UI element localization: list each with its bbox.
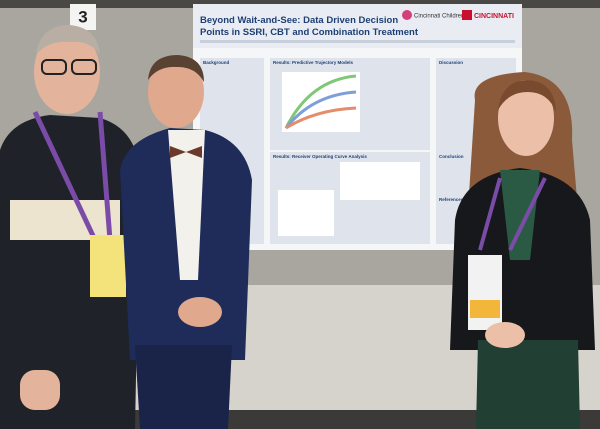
sign-number: 3: [78, 7, 87, 26]
figure-curve: [284, 90, 357, 129]
section-heading: Conclusion: [439, 154, 464, 159]
table-figure: [278, 190, 334, 236]
title-line: Beyond Wait-and-See: Data Driven Decisio…: [200, 15, 398, 26]
logo-icon: [402, 10, 412, 20]
person-middle: [120, 55, 252, 429]
section-heading: Background: [203, 60, 230, 65]
figure-curve: [285, 106, 357, 130]
logo: Cincinnati Children's: [414, 14, 469, 20]
section-heading: Results: Predictive Trajectory Models: [273, 60, 354, 65]
figure-curve: [284, 74, 357, 129]
section-heading: Results: Receiver Operating Curve Analys…: [273, 154, 367, 159]
person-left: [0, 25, 140, 429]
roc-figure: [340, 162, 420, 200]
author-line: [200, 40, 515, 43]
logo: CINCINNATI: [474, 13, 514, 20]
logo-icon: [462, 10, 472, 20]
title-line: Points in SSRI, CBT and Combination Trea…: [200, 27, 419, 38]
section-heading: References: [439, 197, 464, 202]
poster-title-line: Beyond Wait-and-See: Data Driven Decisio…: [200, 15, 419, 38]
person-right: [450, 72, 595, 429]
section-heading: Discussion: [439, 60, 463, 65]
